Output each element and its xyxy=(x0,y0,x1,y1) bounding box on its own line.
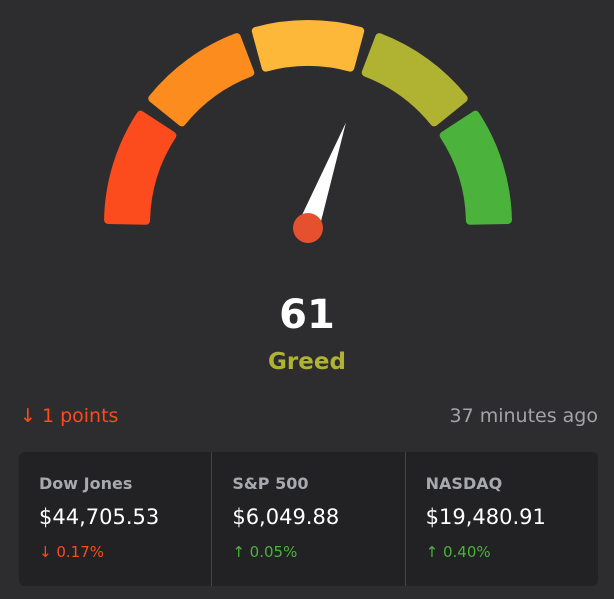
index-price: $44,705.53 xyxy=(39,505,160,529)
index-price: $19,480.91 xyxy=(425,505,546,529)
index-change: ↑ 0.05% xyxy=(232,543,298,561)
index-name: Dow Jones xyxy=(39,474,133,493)
index-change: ↑ 0.40% xyxy=(425,543,491,561)
index-name: NASDAQ xyxy=(425,474,503,493)
index: S&P 500 $6,049.88 ↑ 0.05% xyxy=(211,452,404,586)
change: ↓ 1 points xyxy=(20,405,119,427)
gauge-segment xyxy=(104,110,177,225)
gauge-value: 61 xyxy=(279,292,335,338)
index-change: ↓ 0.17% xyxy=(39,543,104,561)
gauge-segment xyxy=(251,20,365,72)
index: Dow Jones $44,705.53 ↓ 0.17% xyxy=(19,452,211,586)
gauge xyxy=(104,20,512,243)
index: NASDAQ $19,480.91 ↑ 0.40% xyxy=(404,452,598,586)
index-price: $6,049.88 xyxy=(232,505,340,529)
gauge-segment xyxy=(439,110,512,225)
needle-hub xyxy=(293,213,323,243)
updated: 37 minutes ago xyxy=(449,405,599,427)
index-name: S&P 500 xyxy=(232,474,309,493)
indices-card: Dow Jones $44,705.53 ↓ 0.17% S&P 500 $6,… xyxy=(19,452,598,586)
gauge-segment xyxy=(148,33,255,127)
needle xyxy=(297,122,346,232)
gauge-label: Greed xyxy=(268,349,346,375)
gauge-segment xyxy=(361,33,468,127)
